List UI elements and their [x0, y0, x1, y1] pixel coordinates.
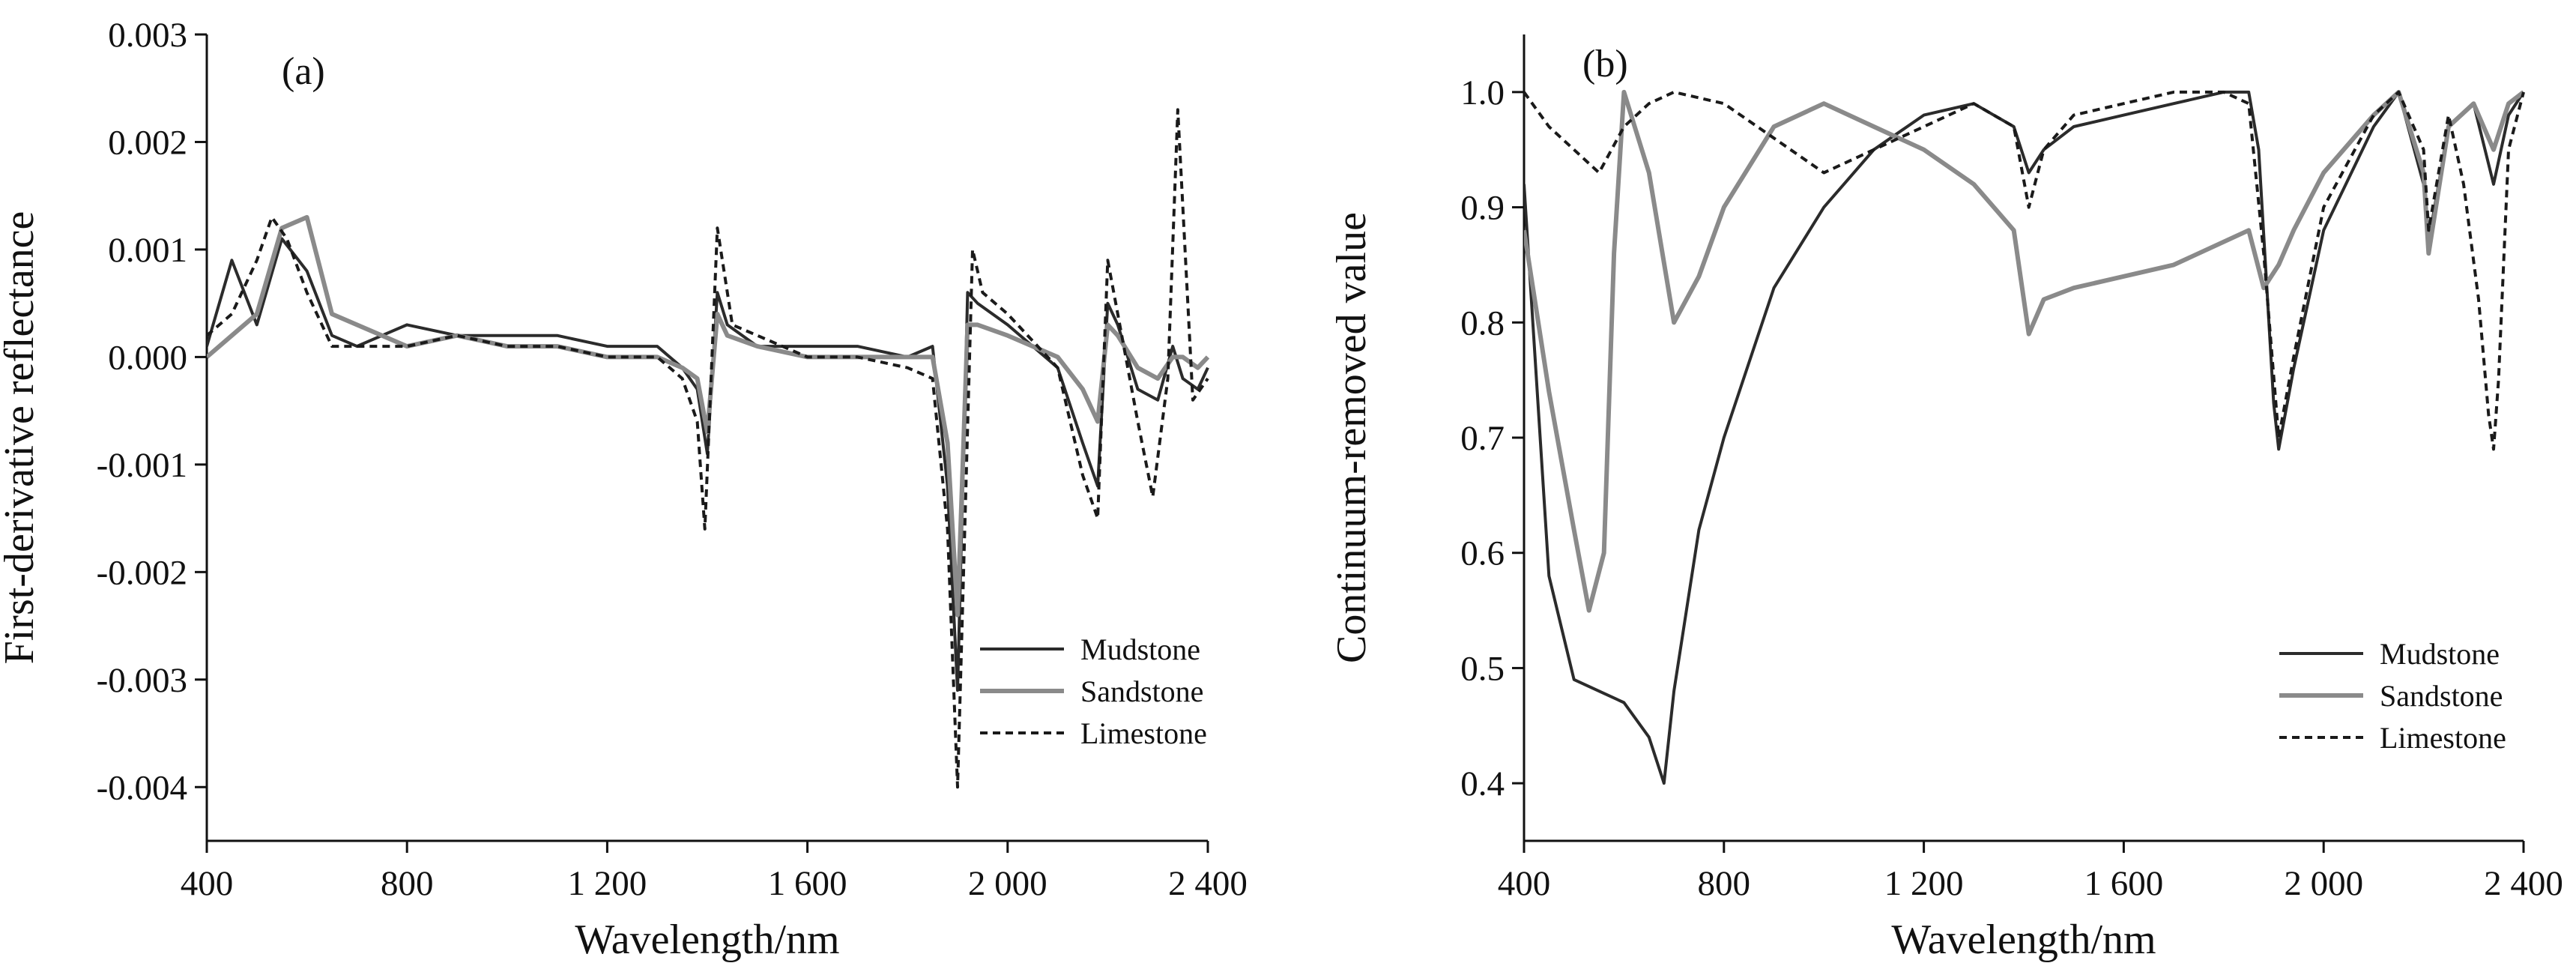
legend-label: Mudstone: [2380, 637, 2500, 671]
y-tick-label: -0.003: [97, 661, 187, 700]
legend-label: Sandstone: [2380, 679, 2503, 713]
y-tick-label: 1.0: [1460, 73, 1505, 112]
series-line-limestone: [207, 108, 1209, 789]
y-tick-label: 0.003: [108, 16, 187, 55]
y-tick-label: 0.4: [1460, 764, 1505, 803]
series-line-limestone: [1524, 90, 2525, 451]
panel-b: 400 800 1 200 1 600 2 000 2 400 0.4 0.5 0.6 0.7 0.…: [1328, 34, 2563, 963]
legend-label: Sandstone: [1080, 674, 1203, 708]
series-line-sandstone: [1524, 89, 2525, 613]
x-tick-label: 1 600: [2084, 864, 2164, 903]
legend-label: Limestone: [1080, 716, 1207, 750]
y-tick-label: 0.000: [108, 338, 187, 377]
y-tick-label: -0.001: [97, 446, 187, 485]
y-tick-label: 0.8: [1460, 304, 1505, 342]
legend-label: Mudstone: [1080, 633, 1200, 666]
y-tick-label: 0.9: [1460, 189, 1505, 228]
x-axis-title: Wavelength/nm: [1891, 917, 2156, 963]
series-line-sandstone: [207, 214, 1210, 618]
y-tick-label: -0.004: [97, 768, 187, 807]
y-tick-label: -0.002: [97, 553, 187, 592]
y-tick-label: 0.001: [108, 231, 187, 270]
x-tick-label: 1 600: [768, 864, 847, 903]
x-tick-label: 800: [1698, 864, 1751, 903]
y-tick-label: 0.7: [1460, 419, 1505, 458]
panel-label: (a): [282, 50, 325, 93]
x-tick-label: 2 000: [2284, 864, 2363, 903]
panel-a: 400 800 1 200 1 600 2 000 2 400 -0.004 -0.003 -0…: [0, 16, 1248, 963]
x-axis-title: Wavelength/nm: [575, 917, 839, 963]
x-tick-label: 400: [1498, 864, 1551, 903]
y-tick-label: 0.6: [1460, 534, 1505, 573]
x-tick-label: 800: [381, 864, 434, 903]
legend-label: Limestone: [2380, 721, 2506, 755]
y-tick-label: 0.002: [108, 123, 187, 162]
x-tick-label: 2 400: [2484, 864, 2563, 903]
series-line-mudstone: [1524, 90, 2525, 785]
panel-label: (b): [1582, 43, 1628, 85]
x-tick-label: 1 200: [568, 864, 647, 903]
y-axis-title: First-derivative reflectance: [0, 211, 43, 665]
x-tick-label: 400: [181, 864, 234, 903]
y-axis-title: Continuum-removed value: [1328, 212, 1375, 663]
x-tick-label: 2 400: [1168, 864, 1248, 903]
x-tick-label: 2 000: [968, 864, 1047, 903]
x-tick-label: 1 200: [1884, 864, 1964, 903]
y-tick-label: 0.5: [1460, 649, 1505, 688]
